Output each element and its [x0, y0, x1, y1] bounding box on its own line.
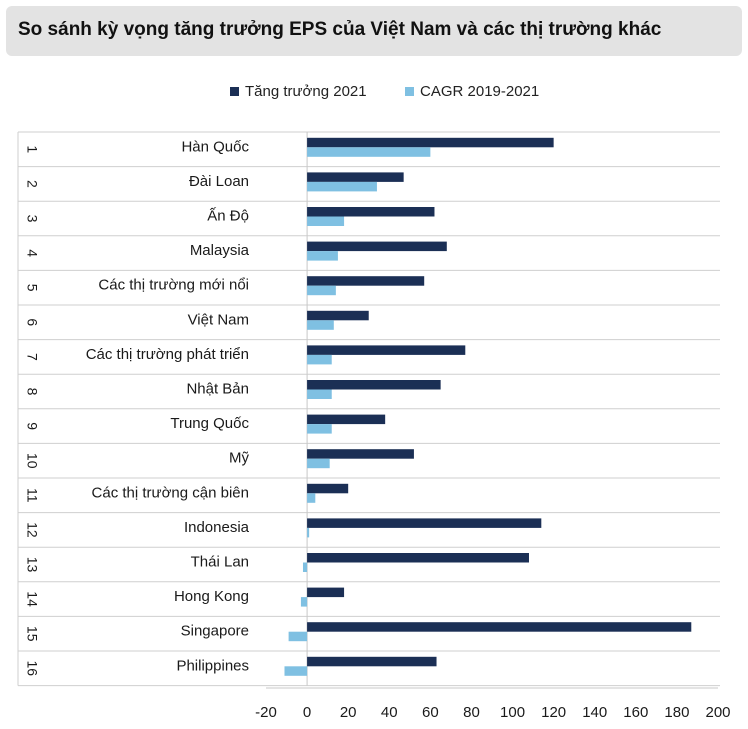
bar-cagr-2019-2021: [307, 389, 332, 399]
bar-tang-truong-2021: [307, 345, 466, 355]
bar-cagr-2019-2021: [307, 424, 332, 434]
category-label: Việt Nam: [188, 311, 249, 328]
category-label: Mỹ: [229, 450, 249, 467]
category-label: Các thị trường phát triển: [86, 346, 249, 363]
legend-item-series-2: CAGR 2019-2021: [405, 80, 539, 102]
category-label: Đài Loan: [189, 173, 249, 190]
x-tick-label: 180: [664, 704, 689, 721]
bar-tang-truong-2021: [307, 656, 437, 667]
bar-tang-truong-2021: [307, 380, 441, 390]
rank-label: 8: [24, 388, 40, 396]
bar-tang-truong-2021: [307, 483, 349, 494]
legend-label-series-1: Tăng trưởng 2021: [245, 82, 367, 100]
bar-cagr-2019-2021: [307, 354, 332, 365]
bar-cagr-2019-2021: [307, 458, 330, 469]
bar-cagr-2019-2021: [307, 493, 316, 503]
bar-tang-truong-2021: [307, 518, 542, 528]
bar-tang-truong-2021: [307, 276, 425, 286]
category-label: Singapore: [181, 623, 249, 640]
rank-label: 7: [24, 353, 40, 361]
bar-cagr-2019-2021: [300, 597, 308, 607]
category-label: Hàn Quốc: [181, 138, 249, 155]
bar-tang-truong-2021: [307, 449, 414, 459]
rank-label: 6: [24, 318, 40, 326]
category-label: Ấn Độ: [207, 207, 249, 224]
x-tick-label: 100: [500, 704, 525, 721]
legend-swatch-series-1: [230, 86, 239, 96]
bar-tang-truong-2021: [307, 414, 386, 425]
bar-tang-truong-2021: [307, 137, 554, 148]
rank-label: 5: [24, 284, 40, 292]
rank-label: 14: [24, 591, 40, 607]
category-label: Các thị trường mới nổi: [98, 277, 249, 294]
bar-tang-truong-2021: [307, 553, 529, 563]
rank-label: 12: [24, 522, 40, 538]
legend-item-series-1: Tăng trưởng 2021: [230, 80, 367, 102]
x-tick-label: 0: [303, 704, 311, 721]
x-tick-label: 160: [623, 704, 648, 721]
rank-label: 1: [24, 145, 40, 153]
legend-label-series-2: CAGR 2019-2021: [420, 82, 540, 100]
bar-cagr-2019-2021: [307, 216, 345, 226]
category-label: Malaysia: [190, 242, 250, 259]
rank-label: 2: [24, 180, 40, 188]
rank-label: 13: [24, 557, 40, 573]
x-tick-label: 40: [381, 704, 398, 721]
bar-tang-truong-2021: [307, 207, 435, 217]
bar-cagr-2019-2021: [307, 320, 334, 330]
bar-cagr-2019-2021: [284, 666, 308, 676]
category-label: Các thị trường cận biên: [92, 484, 249, 501]
rank-label: 15: [24, 626, 40, 642]
bar-tang-truong-2021: [307, 172, 404, 182]
rank-label: 16: [24, 661, 40, 677]
bar-cagr-2019-2021: [307, 181, 377, 192]
rank-label: 11: [24, 488, 40, 503]
bar-cagr-2019-2021: [307, 527, 310, 538]
x-tick-label: 140: [582, 704, 607, 721]
category-label: Trung Quốc: [170, 415, 249, 432]
bar-tang-truong-2021: [307, 310, 369, 321]
category-label: Hong Kong: [174, 588, 249, 605]
chart-legend: Tăng trưởng 2021 CAGR 2019-2021: [0, 80, 748, 102]
x-tick-label: -20: [255, 704, 277, 721]
bar-cagr-2019-2021: [288, 631, 308, 642]
bar-tang-truong-2021: [307, 241, 447, 252]
rank-label: 10: [24, 453, 40, 469]
legend-swatch-series-2: [405, 86, 414, 96]
rank-label: 4: [24, 249, 40, 257]
chart-title: So sánh kỳ vọng tăng trưởng EPS của Việt…: [18, 19, 662, 40]
bar-cagr-2019-2021: [302, 562, 308, 572]
x-tick-label: 20: [340, 704, 357, 721]
category-label: Indonesia: [184, 519, 250, 536]
rank-label: 9: [24, 422, 40, 430]
bar-cagr-2019-2021: [307, 285, 336, 296]
chart-title-bar: So sánh kỳ vọng tăng trưởng EPS của Việt…: [6, 6, 742, 56]
rank-label: 3: [24, 215, 40, 223]
x-tick-label: 120: [541, 704, 566, 721]
category-label: Philippines: [176, 657, 249, 674]
category-label: Thái Lan: [191, 553, 249, 570]
x-tick-label: 80: [463, 704, 480, 721]
bar-tang-truong-2021: [307, 622, 692, 632]
x-tick-label: 60: [422, 704, 439, 721]
bar-cagr-2019-2021: [307, 251, 338, 261]
bar-tang-truong-2021: [307, 587, 345, 598]
category-label: Nhật Bản: [186, 380, 249, 397]
x-tick-label: 200: [705, 704, 730, 721]
bar-cagr-2019-2021: [307, 147, 431, 157]
